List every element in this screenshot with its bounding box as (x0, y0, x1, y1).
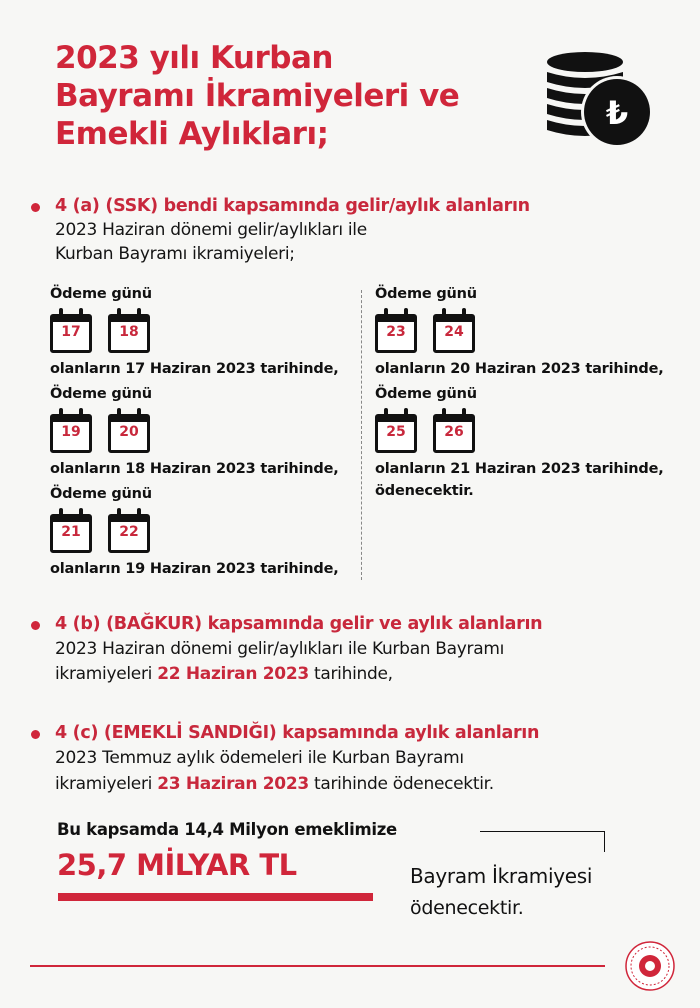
schedule-closing: ödenecektir. (375, 483, 474, 499)
summary-amount: 25,7 MİLYAR TL (57, 848, 297, 882)
calendar-day: 19 (61, 424, 81, 440)
section-c-line: ikramiyeleri 23 Haziran 2023 tarihinde ö… (55, 774, 494, 794)
calendar-icon: 19 (50, 408, 92, 453)
payment-day-label: Ödeme günü (50, 486, 152, 502)
payment-day-label: Ödeme günü (375, 386, 477, 402)
amount-underline (58, 893, 373, 901)
calendar-icon: 23 (375, 308, 417, 353)
summary-note: Bayram İkramiyesi (410, 864, 593, 888)
section-c-line: 2023 Temmuz aylık ödemeleri ile Kurban B… (55, 748, 464, 768)
payment-date-text: olanların 17 Haziran 2023 tarihinde, (50, 361, 339, 377)
section-c-heading: 4 (c) (EMEKLİ SANDIĞI) kapsamında aylık … (55, 723, 540, 743)
calendar-day: 23 (386, 324, 406, 340)
payment-date-text: olanların 18 Haziran 2023 tarihinde, (50, 461, 339, 477)
summary-note: ödenecektir. (410, 897, 524, 919)
payment-day-label: Ödeme günü (50, 386, 152, 402)
text: ikramiyeleri (55, 664, 158, 684)
title-line-1: 2023 yılı Kurban (55, 40, 333, 76)
calendar-icon: 26 (433, 408, 475, 453)
section-a-heading: 4 (a) (SSK) bendi kapsamında gelir/aylık… (55, 196, 530, 216)
svg-text:₺: ₺ (606, 94, 628, 132)
summary-intro: Bu kapsamda 14,4 Milyon emeklimize (57, 820, 397, 839)
bullet-icon (31, 203, 40, 212)
calendar-day: 20 (119, 424, 139, 440)
coin-stack-lira-icon: ₺ (547, 52, 653, 148)
calendar-icon: 22 (108, 508, 150, 553)
column-divider (361, 290, 362, 580)
payment-date-text: olanların 19 Haziran 2023 tarihinde, (50, 561, 339, 577)
payment-day-label: Ödeme günü (375, 286, 477, 302)
calendar-icon: 25 (375, 408, 417, 453)
bullet-icon (31, 730, 40, 739)
section-a-line: Kurban Bayramı ikramiyeleri; (55, 244, 295, 264)
text: ikramiyeleri (55, 774, 158, 794)
payment-date: 23 Haziran 2023 (157, 774, 309, 794)
calendar-day: 24 (444, 324, 464, 340)
calendar-day: 26 (444, 424, 464, 440)
payment-date-text: olanların 20 Haziran 2023 tarihinde, (375, 361, 664, 377)
payment-date: 22 Haziran 2023 (157, 664, 309, 684)
calendar-icon: 24 (433, 308, 475, 353)
calendar-day: 22 (119, 524, 139, 540)
title-line-2: Bayramı İkramiyeleri ve (55, 78, 460, 114)
calendar-icon: 17 (50, 308, 92, 353)
text: tarihinde, (308, 664, 393, 684)
calendar-day: 25 (386, 424, 406, 440)
payment-date-text: olanların 21 Haziran 2023 tarihinde, (375, 461, 664, 477)
calendar-icon: 21 (50, 508, 92, 553)
connector-line (480, 831, 605, 852)
calendar-icon: 20 (108, 408, 150, 453)
calendar-day: 17 (61, 324, 81, 340)
calendar-icon: 18 (108, 308, 150, 353)
calendar-day: 18 (119, 324, 139, 340)
payment-day-label: Ödeme günü (50, 286, 152, 302)
section-b-heading: 4 (b) (BAĞKUR) kapsamında gelir ve aylık… (55, 614, 543, 634)
title-line-3: Emekli Aylıkları; (55, 116, 329, 152)
section-b-line: 2023 Haziran dönemi gelir/aylıkları ile … (55, 639, 505, 659)
bullet-icon (31, 621, 40, 630)
section-b-line: ikramiyeleri 22 Haziran 2023 tarihinde, (55, 664, 393, 684)
calendar-day: 21 (61, 524, 81, 540)
ministry-emblem (625, 941, 675, 991)
section-a-line: 2023 Haziran dönemi gelir/aylıkları ile (55, 220, 367, 240)
text: tarihinde ödenecektir. (308, 774, 494, 794)
footer-divider (30, 965, 605, 967)
